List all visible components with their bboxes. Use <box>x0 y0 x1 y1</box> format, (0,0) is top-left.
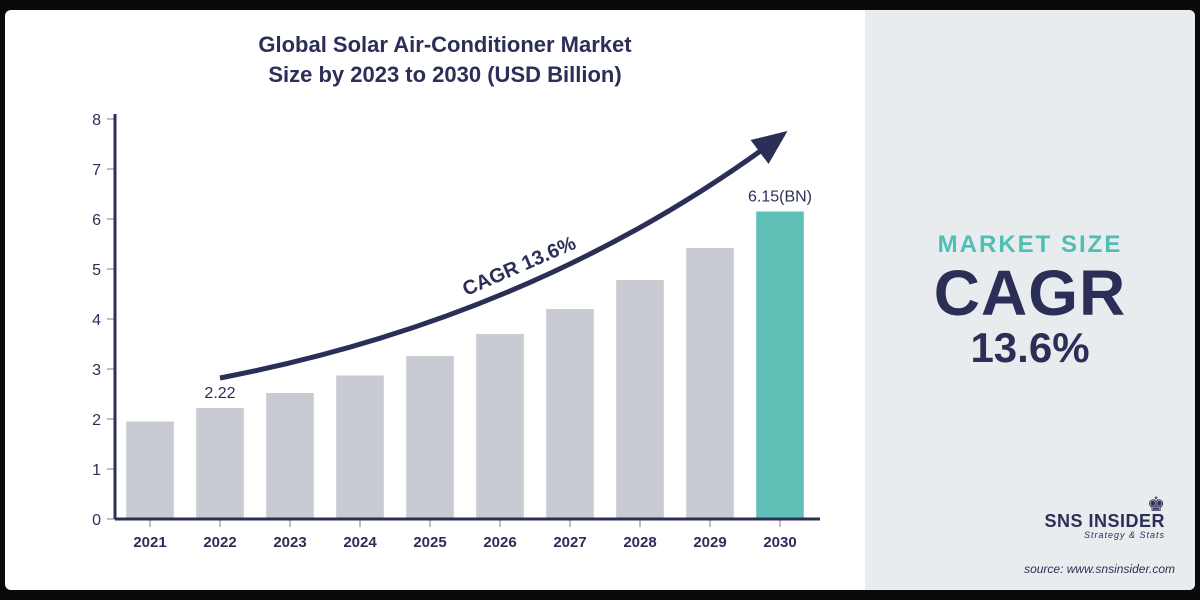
side-cagr-label: CAGR <box>934 261 1126 325</box>
side-cagr-value: 13.6% <box>970 327 1089 369</box>
svg-text:2021: 2021 <box>133 534 166 551</box>
brand-logo: ♚ SNS INSIDER Strategy & Stats <box>1044 497 1165 540</box>
chart-title: Global Solar Air-Conditioner Market Size… <box>165 30 725 89</box>
svg-text:2029: 2029 <box>693 534 726 551</box>
svg-text:2024: 2024 <box>343 534 377 551</box>
side-market-size-label: MARKET SIZE <box>938 231 1123 259</box>
svg-text:2.22: 2.22 <box>204 385 235 402</box>
title-line-1: Global Solar Air-Conditioner Market <box>258 32 631 57</box>
svg-text:2025: 2025 <box>413 534 446 551</box>
svg-text:5: 5 <box>92 262 101 279</box>
side-panel: MARKET SIZE CAGR 13.6% ♚ SNS INSIDER Str… <box>865 10 1195 590</box>
bar-chart: 0 1 2 3 4 5 6 7 8 2021 2022 2023 2024 2025 2026 2027 202… <box>55 99 835 569</box>
report-card: Global Solar Air-Conditioner Market Size… <box>5 10 1195 590</box>
svg-text:2030: 2030 <box>763 534 796 551</box>
chart-area: Global Solar Air-Conditioner Market Size… <box>5 10 865 590</box>
svg-text:2022: 2022 <box>203 534 236 551</box>
svg-text:2027: 2027 <box>553 534 586 551</box>
svg-text:8: 8 <box>92 112 101 129</box>
svg-text:2: 2 <box>92 412 101 429</box>
logo-name: SNS INSIDER <box>1044 511 1165 532</box>
svg-text:2023: 2023 <box>273 534 306 551</box>
svg-text:3: 3 <box>92 362 101 379</box>
svg-text:1: 1 <box>92 462 101 479</box>
svg-text:4: 4 <box>92 312 101 329</box>
svg-text:6.15(BN): 6.15(BN) <box>748 189 812 206</box>
svg-text:7: 7 <box>92 162 101 179</box>
svg-text:2028: 2028 <box>623 534 656 551</box>
svg-text:6: 6 <box>92 212 101 229</box>
svg-text:2026: 2026 <box>483 534 516 551</box>
title-line-2: Size by 2023 to 2030 (USD Billion) <box>268 62 621 87</box>
source-text: source: www.snsinsider.com <box>1024 562 1175 576</box>
svg-text:0: 0 <box>92 512 101 529</box>
